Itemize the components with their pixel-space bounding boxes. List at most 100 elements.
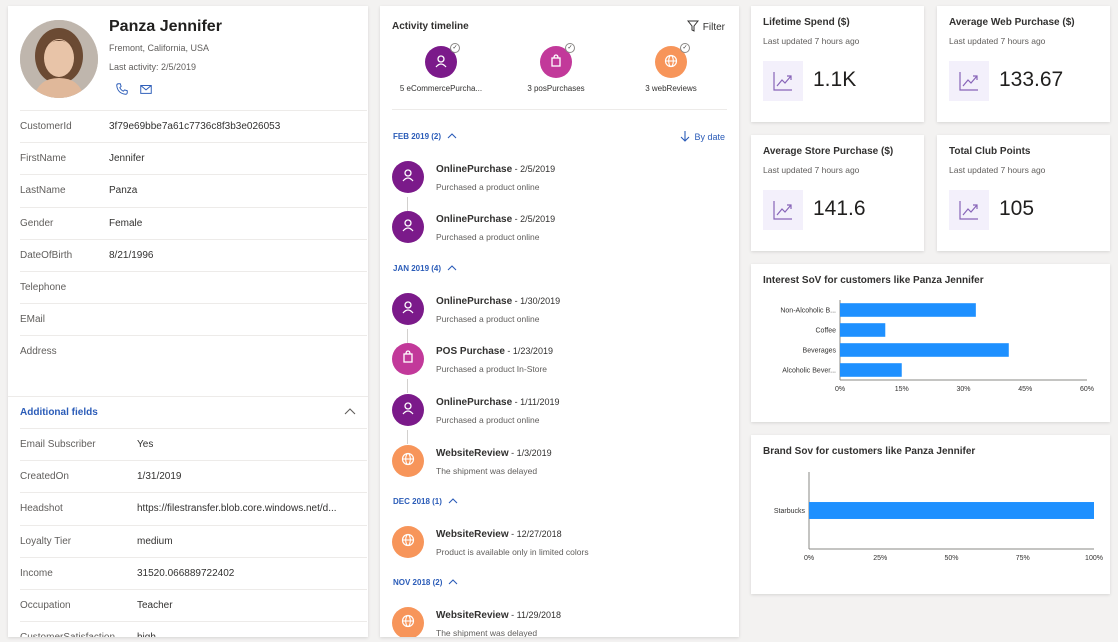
kpi-title: Total Club Points [949, 146, 1031, 157]
timeline-event[interactable]: OnlinePurchase - 2/5/2019 Purchased a pr… [392, 211, 722, 251]
interest-sov-chart: Non-Alcoholic B... Coffee Beverages Alcohol… [780, 300, 1094, 393]
month-group-toggle[interactable]: FEB 2019 (2) [393, 132, 457, 141]
event-title: WebsiteReview [436, 529, 509, 540]
field-row: LastName Panza [20, 174, 367, 206]
event-description: Purchased a product online [436, 314, 540, 324]
category-label: Coffee [816, 328, 837, 335]
field-row: Headshot https://filestransfer.blob.core.… [20, 492, 367, 524]
field-key: FirstName [20, 153, 67, 165]
timeline-event[interactable]: OnlinePurchase - 2/5/2019 Purchased a pr… [392, 161, 722, 201]
kpi-total-club-points[interactable]: Total Club Points Last updated 7 hours a… [937, 135, 1110, 251]
field-row: DateOfBirth 8/21/1996 [20, 238, 367, 271]
summary-ecommerce-purchases[interactable]: ✓ 5 eCommercePurcha... [391, 43, 491, 93]
avatar [20, 20, 98, 98]
chevron-up-icon [448, 578, 458, 587]
kpi-average-web-purchase[interactable]: Average Web Purchase ($) Last updated 7 … [937, 6, 1110, 122]
chart-title: Interest SoV for customers like Panza Je… [763, 275, 984, 286]
field-key: Income [20, 567, 53, 579]
field-key: DateOfBirth [20, 249, 73, 261]
event-date: - 12/27/2018 [508, 529, 562, 539]
month-group-toggle[interactable]: DEC 2018 (1) [393, 497, 458, 506]
trend-icon [763, 190, 803, 230]
timeline-event[interactable]: WebsiteReview - 1/3/2019 The shipment wa… [392, 445, 722, 485]
field-value: high [137, 632, 357, 637]
kpi-title: Average Store Purchase ($) [763, 146, 894, 157]
field-key: Headshot [20, 503, 63, 515]
timeline-event[interactable]: OnlinePurchase - 1/30/2019 Purchased a p… [392, 293, 722, 333]
field-value: 3f79e69bbe7a61c7736c8f3b3e026053 [109, 121, 281, 133]
summary-label: 3 webReviews [645, 84, 697, 93]
timeline-title: Activity timeline [392, 21, 469, 32]
check-icon: ✓ [450, 43, 460, 53]
summary-web-reviews[interactable]: ✓ 3 webReviews [621, 43, 721, 93]
category-label: Beverages [803, 348, 837, 355]
kpi-title: Average Web Purchase ($) [949, 17, 1075, 28]
person-icon [401, 300, 415, 319]
field-value: Female [109, 217, 143, 229]
month-group-toggle[interactable]: NOV 2018 (2) [393, 578, 458, 587]
x-tick-label: 100% [1085, 555, 1103, 562]
profile-fields: CustomerId 3f79e69bbe7a61c7736c8f3b3e0260… [8, 110, 368, 368]
field-key: Loyalty Tier [20, 535, 72, 547]
filter-button[interactable]: Filter [686, 20, 725, 35]
field-row: Email Subscriber Yes [20, 428, 367, 460]
field-row: Income 31520.066889722402 [20, 556, 367, 589]
check-icon: ✓ [565, 43, 575, 53]
kpi-updated: Last updated 7 hours ago [763, 165, 860, 175]
x-tick-label: 50% [944, 555, 958, 562]
kpi-title: Lifetime Spend ($) [763, 17, 850, 28]
chevron-up-icon [447, 264, 457, 273]
customer-location: Fremont, California, USA [109, 43, 210, 53]
kpi-lifetime-spend[interactable]: Lifetime Spend ($) Last updated 7 hours … [751, 6, 924, 122]
event-description: The shipment was delayed [436, 628, 538, 637]
event-description: Purchased a product online [436, 182, 540, 192]
person-icon [401, 168, 415, 187]
category-label: Alcoholic Bever... [782, 368, 836, 375]
timeline-event[interactable]: WebsiteReview - 11/29/2018 The shipment … [392, 607, 722, 637]
x-tick-label: 75% [1016, 555, 1030, 562]
field-key: CustomerId [20, 121, 72, 133]
event-date: - 2/5/2019 [512, 164, 556, 174]
brand-sov-chart: Starbucks 0% 25% 50% 75% 100% [774, 472, 1103, 562]
event-title: OnlinePurchase [436, 397, 513, 408]
event-title: OnlinePurchase [436, 164, 513, 175]
timeline-connector [407, 197, 408, 211]
event-title: OnlinePurchase [436, 296, 513, 307]
phone-icon[interactable] [115, 82, 129, 101]
additional-fields-toggle[interactable]: Additional fields [8, 396, 368, 428]
x-tick-label: 0% [835, 386, 845, 393]
kpi-average-store-purchase[interactable]: Average Store Purchase ($) Last updated … [751, 135, 924, 251]
field-value: 8/21/1996 [109, 249, 154, 261]
sort-by-date-button[interactable]: By date [680, 130, 725, 144]
field-key: EMail [20, 314, 46, 326]
summary-label: 5 eCommercePurcha... [399, 84, 483, 93]
mail-icon[interactable] [139, 82, 153, 101]
event-date: - 2/5/2019 [512, 214, 556, 224]
x-tick-label: 30% [956, 386, 970, 393]
filter-icon [686, 20, 699, 35]
timeline-event[interactable]: OnlinePurchase - 1/11/2019 Purchased a p… [392, 394, 722, 434]
bar [809, 502, 1094, 519]
event-date: - 11/29/2018 [508, 610, 561, 620]
month-group-toggle[interactable]: JAN 2019 (4) [393, 264, 457, 273]
field-row: Occupation Teacher [20, 588, 367, 621]
field-row: Loyalty Tier medium [20, 524, 367, 557]
field-row: Address [20, 335, 367, 367]
timeline-event[interactable]: WebsiteReview - 12/27/2018 Product is av… [392, 526, 722, 566]
x-tick-label: 60% [1080, 386, 1094, 393]
event-date: - 1/11/2019 [512, 397, 560, 407]
field-key: LastName [20, 185, 66, 197]
customer-name: Panza Jennifer [109, 18, 222, 35]
event-description: Product is available only in limited col… [436, 547, 589, 557]
arrow-down-icon [680, 130, 690, 144]
field-row: CreatedOn 1/31/2019 [20, 460, 367, 492]
timeline-connector [407, 430, 408, 444]
sort-label: By date [694, 132, 725, 142]
filter-label: Filter [702, 22, 725, 33]
summary-pos-purchases[interactable]: ✓ 3 posPurchases [506, 43, 606, 93]
field-row: CustomerId 3f79e69bbe7a61c7736c8f3b3e0260… [20, 110, 367, 142]
timeline-event[interactable]: POS Purchase - 1/23/2019 Purchased a pro… [392, 343, 722, 383]
month-label: NOV 2018 (2) [393, 578, 443, 587]
category-label: Non-Alcoholic B... [780, 308, 836, 315]
event-date: - 1/3/2019 [508, 448, 552, 458]
